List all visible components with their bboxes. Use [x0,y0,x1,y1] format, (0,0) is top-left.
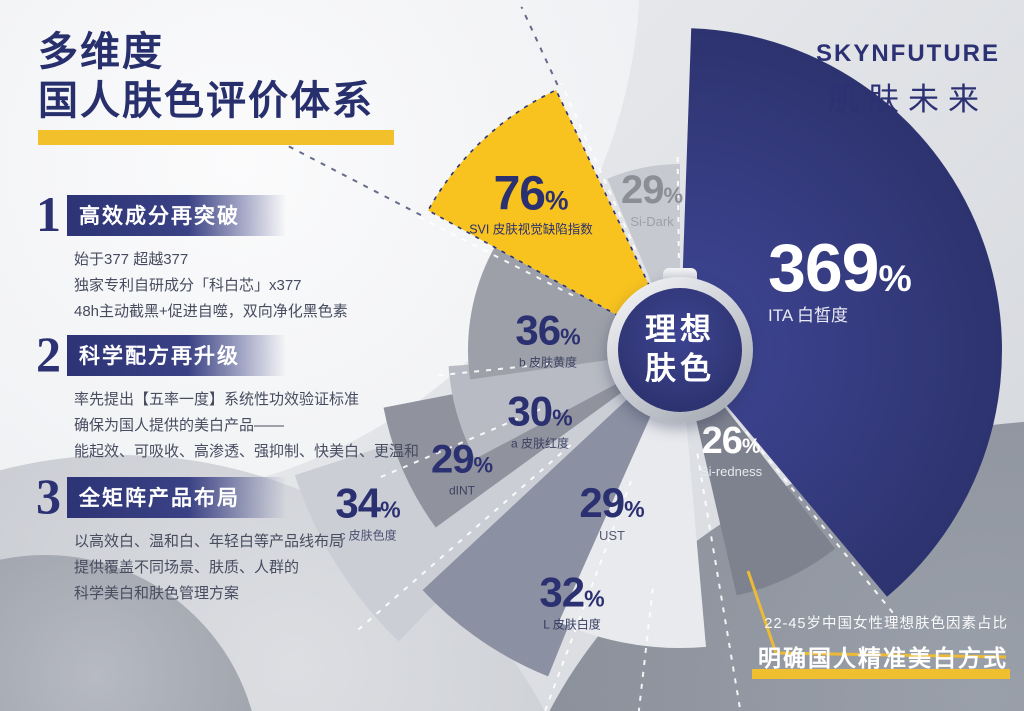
segment-SVI [427,88,682,352]
brand-logo: SKYNFUTURE 肌肤未来 [816,40,1000,119]
section-1-heading: 高效成分再突破 [67,195,286,236]
section-3-line2: 提供覆盖不同场景、肤质、人群的 [74,558,300,576]
section-3-line3: 科学美白和肤色管理方案 [74,584,240,602]
section-2-line2: 确保为国人提供的美白产品—— [74,416,285,434]
section-1-line1: 始于377 超越377 [74,251,189,268]
section-1-line2: 独家专利自研成分「科白芯」x377 [74,276,302,294]
section-1-number: 1 [36,186,61,242]
segment-divider-dashed-line [543,480,632,711]
poster-title: 多维度 国人肤色评价体系 [38,28,394,145]
section-3-number: 3 [36,468,61,524]
section-2-line3: 能起效、可吸收、高渗透、强抑制、快美白、更温和 [74,442,420,460]
section-formula: 2 科学配方再升级 率先提出【五率一度】系统性功效验证标准 确保为国人提供的美白… [36,326,419,464]
segment-ITA [680,28,1002,597]
section-3-body: 以高效白、温和白、年轻白等产品线布局 提供覆盖不同场景、肤质、人群的 科学美白和… [74,529,344,606]
section-2-heading: 科学配方再升级 [67,335,286,376]
caption-big-label: 明确国人精准美白方式 [758,645,1008,671]
center-badge-line2: 肤色 [645,351,715,386]
title-underline [38,130,394,145]
section-2-number: 2 [36,326,61,382]
brand-name-cn: 肌肤未来 [827,82,988,117]
section-ingredient: 1 高效成分再突破 始于377 超越377 独家专利自研成分「科白芯」x377 … [36,186,348,324]
segment-divider-dashed-line [745,430,898,619]
center-badge-line1: 理想 [645,312,715,348]
section-product-matrix: 3 全矩阵产品布局 以高效白、温和白、年轻白等产品线布局 提供覆盖不同场景、肤质… [36,468,344,606]
section-2-line1: 率先提出【五率一度】系统性功效验证标准 [74,391,360,408]
title-line1: 多维度 [38,30,164,74]
segment-divider-dashed-line [416,215,574,297]
brand-name-en: SKYNFUTURE [815,40,1000,67]
ideal-skin-tone-badge: 理想 肤色 [607,277,753,423]
segment-divider-dashed-line [676,152,680,259]
segment-divider-dashed-line [520,6,559,86]
segment-c-chroma [294,350,680,642]
section-3-line1: 以高效白、温和白、年轻白等产品线布局 [74,533,345,550]
section-1-line3: 48h主动截黑+促进自噬，双向净化黑色素 [74,302,348,320]
caption-small-text: 22-45岁中国女性理想肤色因素占比 [764,616,1008,632]
ideal-skin-tone-badge-inner: 理想 肤色 [618,288,742,412]
segment-L-whiteness [422,350,680,677]
section-2-body: 率先提出【五率一度】系统性功效验证标准 确保为国人提供的美白产品—— 能起效、可… [74,387,419,464]
section-3-heading: 全矩阵产品布局 [67,477,286,518]
segment-divider-dashed-line [375,403,552,480]
caption-big-text: 明确国人精准美白方式 [752,639,1010,679]
title-line2: 国人肤色评价体系 [38,78,374,123]
segment-divider-dashed-line [264,133,422,217]
section-1-body: 始于377 超越377 独家专利自研成分「科白芯」x377 48h主动截黑+促进… [74,247,348,324]
caption-block: 22-45岁中国女性理想肤色因素占比 明确国人精准美白方式 [752,612,1010,679]
